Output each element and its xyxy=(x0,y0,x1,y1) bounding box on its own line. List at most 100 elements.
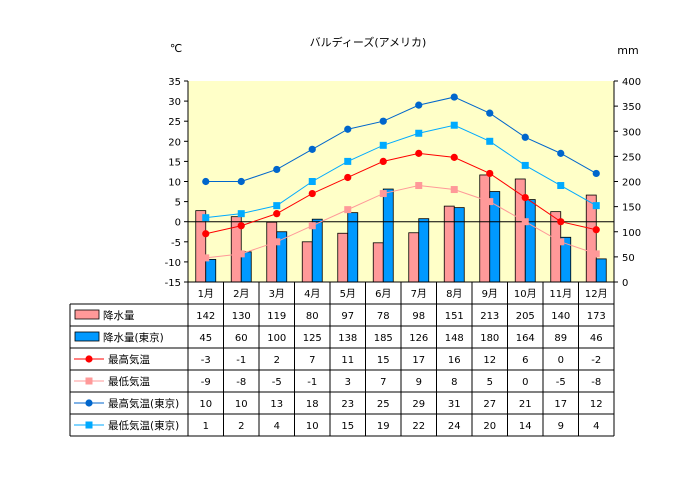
bar-precip xyxy=(443,205,455,283)
table-cell: 97 xyxy=(341,311,354,322)
series-line-1 xyxy=(205,185,597,259)
bar-precip-tokyo xyxy=(453,207,465,283)
bar-precip-tokyo xyxy=(418,218,430,283)
y-left-tick-label: 30 xyxy=(168,97,181,108)
table-cell: 16 xyxy=(448,355,461,366)
series-line-2 xyxy=(205,96,597,182)
data-point-0 xyxy=(521,193,529,202)
y-right-unit: mm xyxy=(617,44,638,57)
data-point-3 xyxy=(415,129,423,137)
y-left-tick-label: 0 xyxy=(175,218,181,229)
table-cell: 213 xyxy=(480,311,499,322)
month-label: 2月 xyxy=(233,288,249,300)
data-point-3 xyxy=(202,214,210,222)
table-cell: 15 xyxy=(341,421,354,432)
table-cell: 9 xyxy=(416,377,422,388)
bar-precip-tokyo xyxy=(347,212,359,283)
bar-precip xyxy=(337,232,349,283)
data-point-2 xyxy=(202,177,210,186)
table-cell: 205 xyxy=(516,311,535,322)
y-left-tick-label: 20 xyxy=(168,137,181,148)
y-right-tick-label: 150 xyxy=(622,203,641,214)
table-cell: 45 xyxy=(199,333,212,344)
data-point-0 xyxy=(557,218,565,226)
data-point-0 xyxy=(308,189,316,198)
table-cell: 6 xyxy=(522,355,528,366)
table-cell: -2 xyxy=(591,355,601,366)
legend-label: 降水量 xyxy=(103,309,135,322)
table-cell: 164 xyxy=(516,333,535,344)
table-cell: 15 xyxy=(377,355,390,366)
data-point-2 xyxy=(415,101,423,109)
table-cell: -8 xyxy=(591,377,601,388)
y-left-tick-label: -15 xyxy=(165,278,181,289)
month-label: 9月 xyxy=(482,288,498,300)
bar-precip xyxy=(372,242,384,283)
data-point-1 xyxy=(450,186,458,194)
month-label: 1月 xyxy=(198,288,214,300)
y-right-tick-label: 250 xyxy=(622,152,641,163)
table-cell: 60 xyxy=(235,333,248,344)
y-left-unit: ℃ xyxy=(170,42,182,55)
legend-key-marker xyxy=(85,355,93,363)
data-point-3 xyxy=(344,157,352,165)
month-label: 6月 xyxy=(375,288,391,300)
table-cell: 89 xyxy=(554,333,567,344)
table-cell: 126 xyxy=(409,333,428,344)
table-cell: 23 xyxy=(341,399,354,410)
table-cell: -5 xyxy=(556,377,566,388)
bar-precip xyxy=(266,221,278,283)
legend-key-marker xyxy=(85,421,93,429)
table-cell: -8 xyxy=(236,377,246,388)
table-cell: 10 xyxy=(306,421,319,432)
data-point-0 xyxy=(450,153,458,161)
month-label: 8月 xyxy=(446,288,462,300)
month-label: 5月 xyxy=(340,288,356,300)
table-cell: 7 xyxy=(309,355,315,366)
legend-label: 最低気温 xyxy=(108,375,150,388)
table-cell: 20 xyxy=(483,421,496,432)
bar-precip-tokyo xyxy=(595,258,607,283)
y-right-tick-label: 50 xyxy=(622,253,635,264)
table-cell: 98 xyxy=(412,311,425,322)
legend-key-bar xyxy=(74,331,100,342)
chart-title: バルディーズ(アメリカ) xyxy=(310,35,427,49)
table-cell: 25 xyxy=(377,399,390,410)
table-cell: 31 xyxy=(448,399,461,410)
data-point-2 xyxy=(450,93,458,101)
bar-precip xyxy=(408,232,420,283)
table-cell: 14 xyxy=(519,421,532,432)
data-point-3 xyxy=(557,182,565,190)
legend-label: 最高気温 xyxy=(108,353,150,366)
table-cell: 138 xyxy=(338,333,357,344)
data-point-0 xyxy=(415,149,423,157)
table-cell: 27 xyxy=(483,399,496,410)
table-cell: 18 xyxy=(306,399,319,410)
data-point-3 xyxy=(237,210,245,218)
y-right-tick-label: 200 xyxy=(622,178,641,189)
data-point-0 xyxy=(344,173,352,182)
y-left-tick-label: 35 xyxy=(168,77,181,88)
table-cell: -5 xyxy=(272,377,282,388)
table-cell: 180 xyxy=(480,333,499,344)
legend-key-bar xyxy=(74,309,100,320)
data-point-1 xyxy=(486,198,494,206)
bar-precip-tokyo xyxy=(489,191,501,283)
table-cell: 10 xyxy=(235,399,248,410)
month-label: 10月 xyxy=(514,288,537,300)
table-cell: 21 xyxy=(519,399,532,410)
data-point-2 xyxy=(273,165,281,174)
table-cell: 130 xyxy=(232,311,251,322)
table-cell: 148 xyxy=(445,333,464,344)
table-cell: 24 xyxy=(448,421,461,432)
table-cell: 10 xyxy=(199,399,212,410)
month-label: 12月 xyxy=(585,288,608,300)
table-cell: 12 xyxy=(483,355,496,366)
y-left-tick-label: -10 xyxy=(165,258,181,269)
data-point-1 xyxy=(308,222,316,230)
legend-label: 最低気温(東京) xyxy=(108,419,179,432)
month-label: 11月 xyxy=(549,288,572,300)
plot-area: 35302520151050-5-10-15400350300250200150… xyxy=(165,77,641,289)
